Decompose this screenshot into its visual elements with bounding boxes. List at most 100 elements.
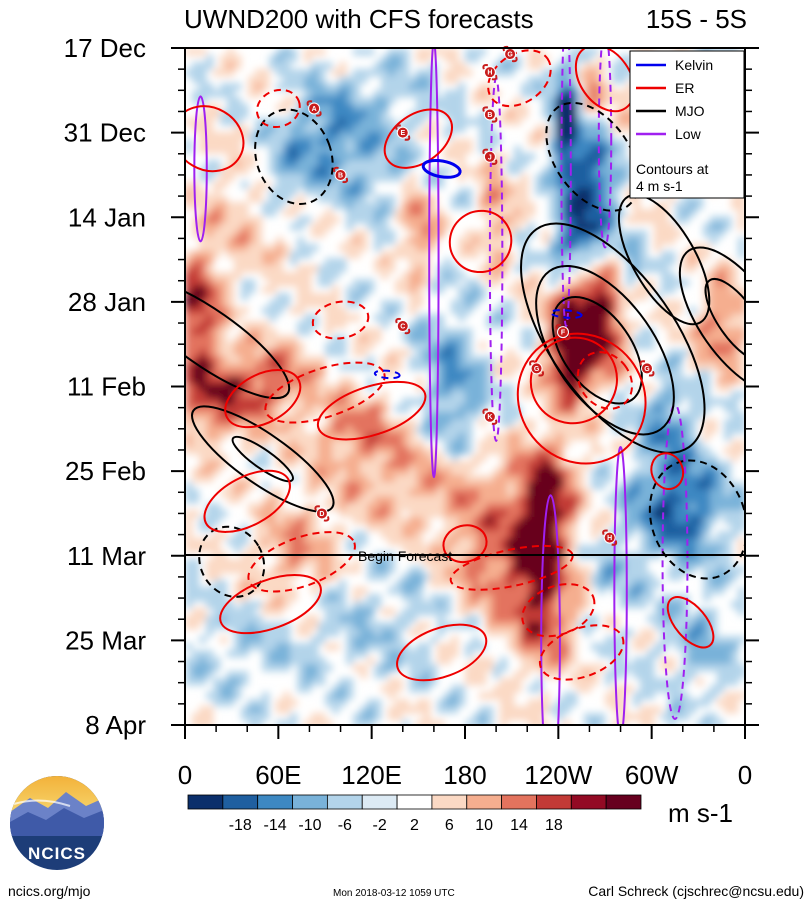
heat-cell <box>241 258 249 266</box>
heat-cell <box>570 195 578 203</box>
heat-cell <box>395 433 403 441</box>
heat-cell <box>570 335 578 343</box>
heat-cell <box>220 286 228 294</box>
heat-cell <box>353 426 361 434</box>
heat-cell <box>486 433 494 441</box>
heat-cell <box>521 328 529 336</box>
heat-cell <box>465 405 473 413</box>
heat-cell <box>339 139 347 147</box>
heat-cell <box>304 629 312 637</box>
heat-cell <box>437 209 445 217</box>
heat-cell <box>479 377 487 385</box>
heat-cell <box>731 335 739 343</box>
heat-cell <box>465 55 473 63</box>
heat-cell <box>619 321 627 329</box>
heat-cell <box>451 370 459 378</box>
heat-cell <box>717 384 725 392</box>
heat-cell <box>220 405 228 413</box>
heat-cell <box>514 643 522 651</box>
heat-cell <box>626 475 634 483</box>
heat-cell <box>297 342 305 350</box>
heat-cell <box>458 426 466 434</box>
heat-cell <box>668 363 676 371</box>
heat-cell <box>577 503 585 511</box>
heat-cell <box>479 209 487 217</box>
heat-cell <box>297 398 305 406</box>
heat-cell <box>556 104 564 112</box>
heat-cell <box>598 566 606 574</box>
heat-cell <box>297 643 305 651</box>
heat-cell <box>206 223 214 231</box>
heat-cell <box>304 132 312 140</box>
heat-cell <box>318 629 326 637</box>
heat-cell <box>304 188 312 196</box>
heat-cell <box>486 608 494 616</box>
heat-cell <box>584 412 592 420</box>
heat-cell <box>528 272 536 280</box>
heat-cell <box>276 405 284 413</box>
heat-cell <box>731 510 739 518</box>
heat-cell <box>367 384 375 392</box>
heat-cell <box>563 580 571 588</box>
heat-cell <box>381 622 389 630</box>
heat-cell <box>563 146 571 154</box>
heat-cell <box>584 69 592 77</box>
heat-cell <box>591 195 599 203</box>
heat-cell <box>220 111 228 119</box>
heat-cell <box>311 559 319 567</box>
heat-cell <box>360 405 368 413</box>
heat-cell <box>563 216 571 224</box>
heat-cell <box>514 160 522 168</box>
heat-cell <box>388 636 396 644</box>
heat-cell <box>521 622 529 630</box>
heat-cell <box>423 503 431 511</box>
heat-cell <box>654 405 662 413</box>
heat-cell <box>444 475 452 483</box>
heat-cell <box>661 272 669 280</box>
heat-cell <box>220 349 228 357</box>
heat-cell <box>241 384 249 392</box>
heat-cell <box>717 636 725 644</box>
heat-cell <box>710 272 718 280</box>
heat-cell <box>444 104 452 112</box>
heat-cell <box>612 286 620 294</box>
heat-cell <box>465 419 473 427</box>
heat-cell <box>619 97 627 105</box>
heat-cell <box>206 587 214 595</box>
heat-cell <box>325 97 333 105</box>
heat-cell <box>633 454 641 462</box>
heat-cell <box>486 118 494 126</box>
heat-cell <box>332 538 340 546</box>
heat-cell <box>479 391 487 399</box>
heat-cell <box>199 258 207 266</box>
heat-cell <box>276 545 284 553</box>
heat-cell <box>584 433 592 441</box>
heat-cell <box>444 503 452 511</box>
heat-cell <box>584 615 592 623</box>
heat-cell <box>661 503 669 511</box>
heat-cell <box>283 510 291 518</box>
heat-cell <box>395 615 403 623</box>
heat-cell <box>563 300 571 308</box>
heat-cell <box>297 391 305 399</box>
heat-cell <box>360 335 368 343</box>
heat-cell <box>220 293 228 301</box>
heat-cell <box>577 209 585 217</box>
heat-cell <box>339 559 347 567</box>
heat-cell <box>528 454 536 462</box>
heat-cell <box>206 195 214 203</box>
heat-cell <box>626 244 634 252</box>
heat-cell <box>563 398 571 406</box>
heat-cell <box>430 48 438 56</box>
heat-cell <box>514 524 522 532</box>
heat-cell <box>325 328 333 336</box>
heat-cell <box>227 384 235 392</box>
heat-cell <box>374 258 382 266</box>
heat-cell <box>213 139 221 147</box>
heat-cell <box>395 153 403 161</box>
heat-cell <box>724 314 732 322</box>
heat-cell <box>689 335 697 343</box>
heat-cell <box>703 384 711 392</box>
heat-cell <box>661 608 669 616</box>
heat-cell <box>598 209 606 217</box>
